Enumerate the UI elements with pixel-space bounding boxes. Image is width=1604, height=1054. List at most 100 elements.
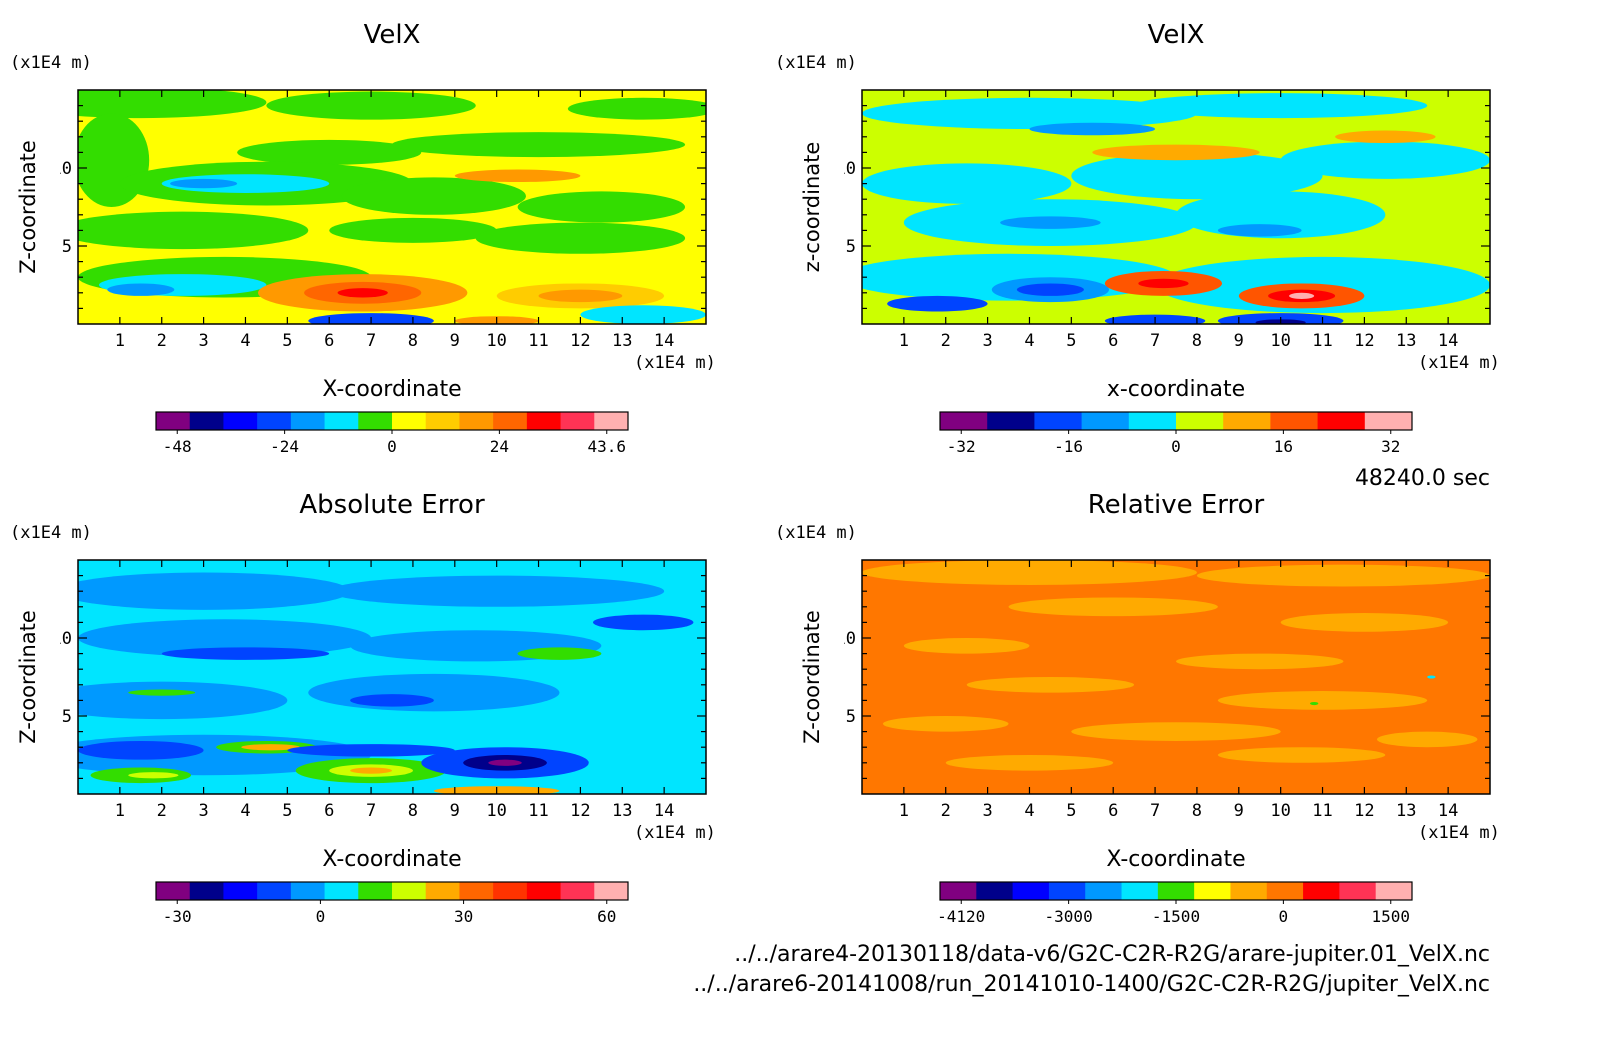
colorbar-swatch bbox=[560, 882, 595, 900]
colorbar-swatch bbox=[1157, 882, 1195, 900]
y-axis-label: Z-coordinate bbox=[16, 610, 40, 744]
colorbar-swatch bbox=[560, 412, 595, 430]
x-unit-label: (x1E4 m) bbox=[634, 823, 716, 843]
contour-region bbox=[517, 191, 686, 223]
colorbar-swatch bbox=[976, 882, 1014, 900]
colorbar-tick-label: 0 bbox=[387, 437, 397, 456]
x-tick-label: 4 bbox=[1024, 801, 1034, 821]
y-unit-label: (x1E4 m) bbox=[10, 53, 92, 73]
contour-region bbox=[580, 305, 706, 324]
colorbar-swatch bbox=[594, 882, 629, 900]
x-tick-label: 1 bbox=[115, 331, 125, 351]
contour-region bbox=[1176, 653, 1344, 670]
x-tick-label: 11 bbox=[528, 801, 548, 821]
colorbar-swatch bbox=[1194, 882, 1231, 900]
colorbar-swatch bbox=[940, 412, 988, 430]
colorbar: -4120 -3000 -1500 0 1500 bbox=[937, 881, 1413, 926]
x-tick-label: 9 bbox=[450, 801, 460, 821]
contour-region bbox=[567, 97, 706, 120]
plot-area: 1234567891011121314510 bbox=[844, 559, 1491, 821]
plot-area: 1234567891011121314510 bbox=[844, 89, 1491, 351]
contour-region bbox=[1217, 224, 1302, 237]
x-tick-label: 14 bbox=[654, 801, 674, 821]
x-axis-label: X-coordinate bbox=[322, 377, 462, 402]
contour-region bbox=[329, 575, 665, 607]
x-tick-label: 11 bbox=[528, 331, 548, 351]
time-label: 48240.0 sec bbox=[1354, 466, 1490, 491]
contour-region bbox=[1376, 731, 1478, 748]
colorbar-swatch bbox=[223, 412, 258, 430]
colorbar-swatch bbox=[324, 882, 359, 900]
contour-region bbox=[538, 289, 623, 303]
contour-region bbox=[1309, 701, 1319, 706]
colorbar-tick-label: -3000 bbox=[1045, 907, 1093, 926]
colorbar-swatch bbox=[257, 412, 292, 430]
colorbar-frame bbox=[155, 881, 629, 901]
file-path-1: ../../arare4-20130118/data-v6/G2C-C2R-R2… bbox=[734, 942, 1490, 967]
colorbar-tick-label: -16 bbox=[1054, 437, 1083, 456]
contour-region bbox=[161, 647, 330, 660]
colorbar-swatch bbox=[987, 412, 1035, 430]
x-tick-label: 5 bbox=[1066, 331, 1076, 351]
contour-region bbox=[1280, 613, 1449, 632]
x-axis-label: x-coordinate bbox=[1106, 377, 1246, 402]
colorbar-swatch bbox=[493, 412, 528, 430]
colorbar-swatch bbox=[526, 882, 562, 900]
colorbar-swatch bbox=[358, 882, 393, 900]
colorbar-swatch bbox=[1085, 882, 1123, 900]
plot-frame bbox=[77, 89, 707, 325]
contour-region bbox=[78, 90, 267, 119]
colorbar-swatch bbox=[425, 882, 460, 900]
x-tick-label: 4 bbox=[240, 331, 250, 351]
y-unit-label: (x1E4 m) bbox=[775, 53, 857, 73]
chart-title: VelX bbox=[1147, 20, 1205, 50]
contour-region bbox=[78, 572, 351, 610]
colorbar-swatch bbox=[1034, 412, 1083, 430]
contour-region bbox=[266, 91, 476, 120]
plot-frame bbox=[861, 559, 1491, 795]
contour-region bbox=[1289, 292, 1315, 300]
x-tick-label: 9 bbox=[1234, 331, 1244, 351]
x-tick-label: 8 bbox=[1192, 801, 1202, 821]
y-tick-label: 5 bbox=[846, 707, 856, 727]
y-tick-label: 10 bbox=[844, 159, 856, 179]
colorbar-swatch bbox=[1339, 882, 1377, 900]
contour-region bbox=[78, 740, 204, 760]
colorbar-tick-label: 30 bbox=[454, 907, 473, 926]
x-tick-label: 10 bbox=[1270, 331, 1290, 351]
colorbar-swatch bbox=[1223, 412, 1271, 430]
colorbar-tick-label: -4120 bbox=[937, 907, 985, 926]
x-tick-label: 12 bbox=[570, 801, 590, 821]
x-tick-label: 7 bbox=[366, 801, 376, 821]
colorbar-swatch bbox=[156, 412, 191, 430]
contour-region bbox=[341, 177, 526, 215]
colorbar: -48 -24 0 24 43.6 bbox=[155, 411, 629, 456]
contour-region bbox=[161, 174, 330, 193]
x-tick-label: 6 bbox=[324, 331, 334, 351]
colorbar-swatch bbox=[594, 412, 629, 430]
x-tick-label: 2 bbox=[941, 331, 951, 351]
y-tick-label: 10 bbox=[60, 629, 72, 649]
contour-region bbox=[882, 716, 1009, 732]
x-tick-label: 5 bbox=[1066, 801, 1076, 821]
x-tick-label: 7 bbox=[1150, 331, 1160, 351]
colorbar-swatch bbox=[1048, 882, 1086, 900]
contour-region bbox=[475, 222, 686, 254]
contour-region bbox=[862, 163, 1072, 204]
y-axis-label: Z-coordinate bbox=[16, 140, 40, 274]
plot-frame bbox=[861, 89, 1491, 325]
colorbar-swatch bbox=[223, 882, 258, 900]
colorbar-swatch bbox=[1081, 412, 1130, 430]
contour-region bbox=[1335, 130, 1436, 144]
x-tick-label: 2 bbox=[157, 801, 167, 821]
colorbar-tick-label: 16 bbox=[1274, 437, 1293, 456]
contour-region bbox=[287, 744, 455, 757]
colorbar-swatch bbox=[257, 882, 292, 900]
colorbar-swatch bbox=[425, 412, 460, 430]
contour-region bbox=[887, 295, 988, 312]
contour-region bbox=[488, 759, 522, 766]
x-tick-label: 8 bbox=[408, 801, 418, 821]
x-tick-label: 7 bbox=[1150, 801, 1160, 821]
colorbar-tick-label: -32 bbox=[947, 437, 976, 456]
x-tick-label: 14 bbox=[1438, 331, 1458, 351]
